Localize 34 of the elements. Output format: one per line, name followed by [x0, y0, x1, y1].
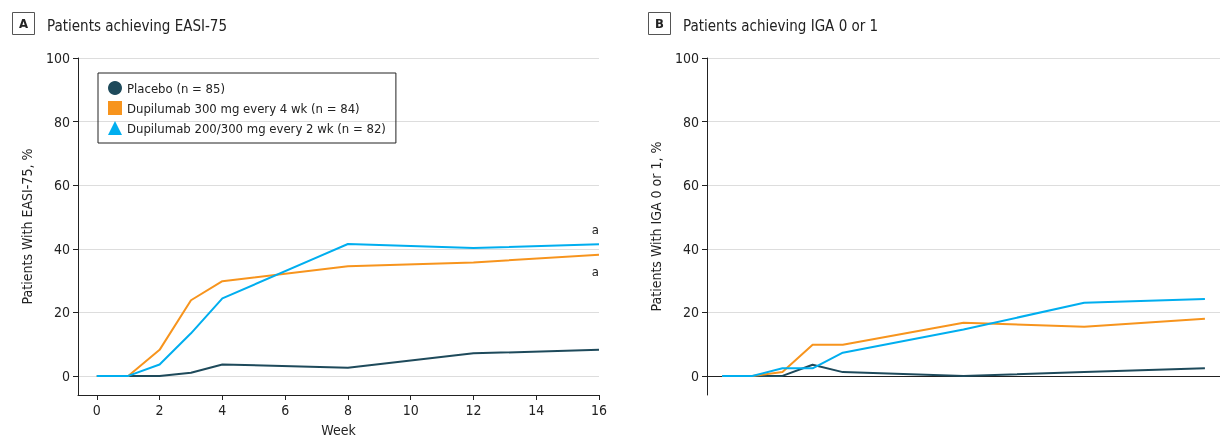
x-tick-label: 0	[92, 402, 101, 418]
x-tick-label: 12	[465, 402, 482, 418]
y-tick-label: 0	[61, 367, 70, 384]
y-tick-label: 40	[53, 240, 70, 257]
y-tick-label: 60	[682, 177, 699, 194]
legend-label: Dupilumab 200/300 mg every 2 wk (n = 82)	[127, 120, 386, 136]
legend-label: Placebo (n = 85)	[127, 80, 226, 96]
y-tick-label: 40	[682, 240, 699, 257]
line-series	[721, 297, 1206, 377]
y-tick-label: 80	[53, 113, 70, 130]
x-tick-label: 4	[218, 402, 227, 418]
x-tick-label: 2	[155, 402, 164, 418]
y-axis-title: Patients With EASI-75, %	[19, 148, 35, 305]
x-tick-label: 6	[281, 402, 290, 418]
x-tick-label: 8	[343, 402, 352, 418]
text: A	[18, 16, 29, 31]
x-axis-title: Week	[321, 422, 357, 438]
text: B	[655, 16, 665, 31]
y-tick-label: 100	[45, 50, 70, 66]
annotation: a	[591, 263, 599, 279]
y-tick-label: 60	[53, 177, 70, 194]
y-axis-title: Patients With IGA 0 or 1, %	[648, 141, 664, 312]
y-tick-label: 80	[682, 113, 699, 130]
y-tick-label: 20	[682, 304, 699, 321]
x-tick-label: 10	[402, 402, 419, 418]
y-tick-label: 100	[674, 50, 699, 66]
x-tick-label: 16	[590, 402, 607, 418]
x-tick-label: 14	[528, 402, 545, 418]
chart-title: Patients achieving IGA 0 or 1	[683, 16, 879, 35]
annotation: a	[591, 222, 599, 238]
y-tick-label: 20	[53, 304, 70, 321]
legend-label: Dupilumab 300 mg every 4 wk (n = 84)	[127, 100, 360, 116]
y-tick-label: 0	[690, 367, 699, 384]
chart-title: Patients achieving EASI-75	[47, 16, 228, 35]
